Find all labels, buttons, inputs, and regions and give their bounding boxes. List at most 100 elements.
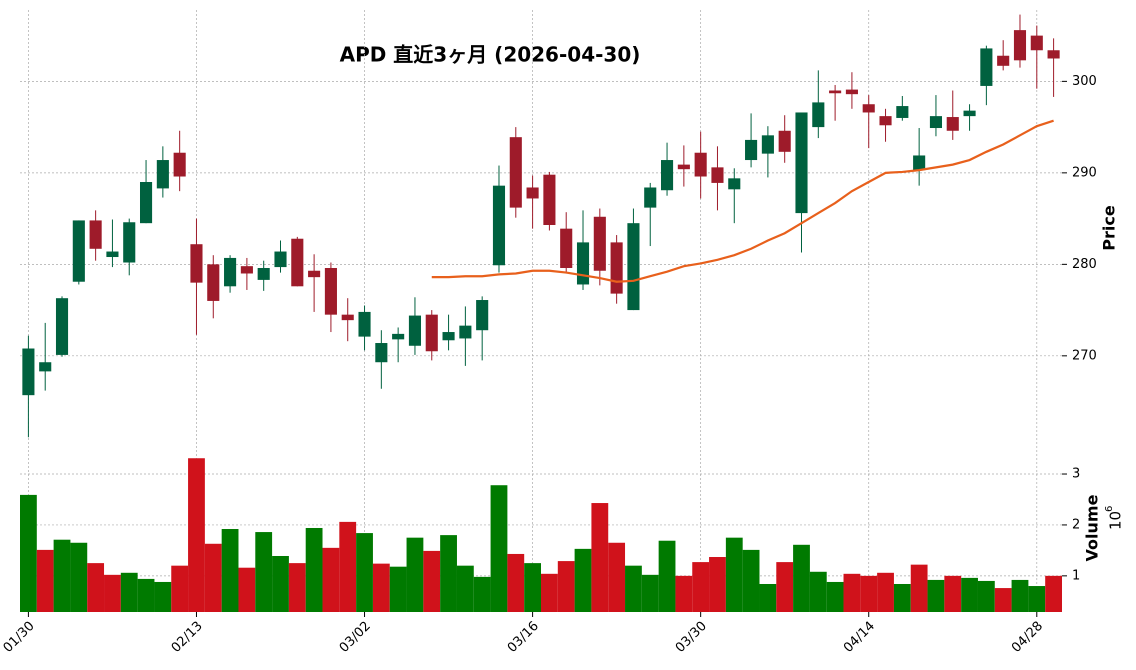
x-tick-label: 03/02	[337, 619, 374, 656]
volume-bar	[440, 535, 457, 612]
volume-bar	[1045, 575, 1062, 612]
volume-bar	[423, 550, 441, 612]
volume-axis-label: Volume	[1083, 494, 1102, 561]
volume-bar	[692, 562, 710, 612]
candle-body	[72, 220, 85, 282]
volume-bar	[675, 575, 693, 612]
volume-bar	[843, 573, 861, 612]
volume-bar	[20, 494, 37, 612]
candle-body	[274, 251, 287, 268]
candle-body	[22, 348, 35, 396]
candle-body	[324, 268, 337, 315]
candle-body	[476, 300, 489, 331]
candle-body	[89, 220, 102, 249]
candle-body	[812, 102, 825, 128]
candle-body	[156, 160, 169, 189]
candle-body	[980, 48, 993, 86]
candle-body	[207, 264, 220, 301]
volume-bar	[557, 561, 575, 612]
candle-body	[173, 152, 186, 177]
y-tick-label: 290	[1072, 165, 1097, 180]
x-tick-label: 03/16	[505, 619, 542, 656]
candle-body	[106, 251, 119, 258]
candle-body	[576, 242, 590, 285]
volume-bar	[641, 574, 659, 612]
volume-bar	[490, 485, 508, 612]
volume-bar	[709, 557, 726, 612]
y-tick-label: 2	[1072, 517, 1080, 532]
candle-body	[929, 116, 943, 129]
volume-bar	[473, 576, 491, 612]
candle-body	[560, 228, 573, 268]
candle-body	[644, 187, 657, 208]
candle-body	[795, 112, 808, 214]
candle-body	[341, 314, 354, 321]
volume-bar	[53, 539, 71, 612]
volume-scale-base: 10	[1107, 511, 1125, 530]
volume-bar	[877, 572, 894, 612]
volume-bar	[524, 563, 541, 612]
candle-body	[1013, 30, 1027, 61]
candle-body	[997, 55, 1010, 66]
volume-bar	[759, 583, 777, 612]
volume-bar	[507, 553, 525, 612]
volume-bar	[658, 540, 676, 612]
volume-bar	[154, 581, 172, 612]
volume-bar	[389, 566, 407, 612]
candle-body	[627, 223, 640, 311]
volume-bar	[541, 573, 558, 612]
candle-body	[39, 362, 52, 372]
volume-bar	[809, 571, 827, 612]
candle-body	[593, 216, 606, 271]
candle-body	[425, 314, 438, 352]
candle-body	[711, 167, 724, 183]
x-tick-label: 02/13	[169, 619, 206, 656]
candle-body	[946, 117, 959, 131]
volume-bar	[272, 555, 289, 612]
candle-body	[392, 333, 405, 340]
volume-bar	[860, 575, 878, 612]
candle-body	[408, 315, 422, 346]
candle-body	[610, 242, 623, 294]
candle-body	[55, 298, 69, 355]
candle-body	[442, 332, 455, 341]
chart-title: APD 直近3ヶ月 (2026-04-30)	[340, 43, 641, 67]
candle-body	[963, 110, 976, 117]
volume-bar	[305, 527, 323, 612]
y-tick-label: 1	[1072, 568, 1080, 583]
x-tick-label: 04/14	[841, 619, 878, 656]
y-tick-label: 270	[1072, 348, 1097, 363]
volume-bar	[961, 577, 978, 612]
volume-bar	[120, 572, 138, 612]
volume-bar	[356, 533, 373, 612]
volume-scale: 10 6	[1104, 506, 1125, 530]
volume-bar	[608, 542, 626, 612]
candle-body	[224, 257, 237, 287]
volume-bar	[36, 549, 54, 612]
volume-bar	[625, 565, 642, 612]
volume-bar	[776, 562, 794, 612]
candle-body	[778, 130, 791, 152]
candle-body	[896, 106, 909, 118]
volume-bar	[87, 563, 105, 612]
candle-body	[761, 135, 774, 154]
volume-bar	[725, 537, 743, 612]
candle-body	[240, 266, 253, 274]
candle-body	[694, 152, 707, 177]
volume-bar	[171, 565, 189, 612]
volume-bar	[591, 503, 609, 612]
volume-bar	[221, 529, 239, 612]
volume-bar	[188, 458, 205, 612]
volume-bar	[322, 547, 340, 612]
candle-body	[879, 116, 892, 126]
candle-body	[913, 155, 926, 171]
volume-bar	[1011, 579, 1029, 612]
candle-body	[291, 238, 304, 287]
candle-body	[845, 89, 858, 95]
candle-body	[745, 139, 758, 161]
volume-bar	[406, 537, 424, 612]
volume-bar	[70, 542, 88, 612]
candle-body	[1030, 35, 1043, 51]
price-axis-label: Price	[1100, 205, 1119, 251]
